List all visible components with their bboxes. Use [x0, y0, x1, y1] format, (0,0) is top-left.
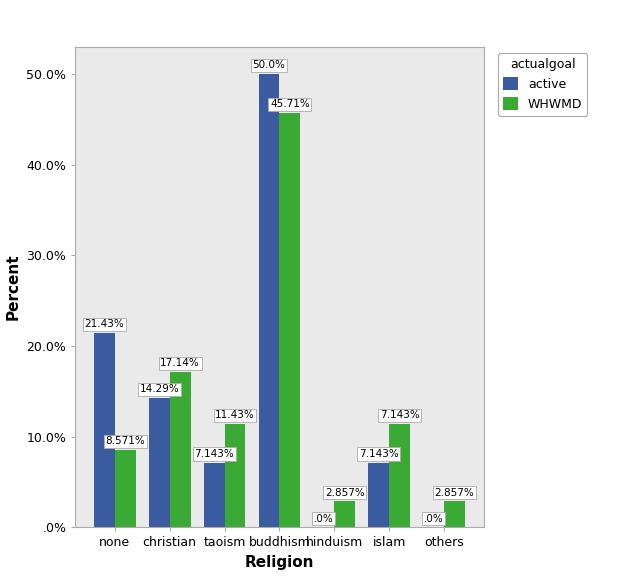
Text: .0%: .0% — [424, 514, 443, 524]
Bar — [334, 502, 355, 527]
Bar — [369, 462, 389, 527]
Text: 17.14%: 17.14% — [160, 359, 200, 369]
Text: 45.71%: 45.71% — [270, 100, 310, 110]
Bar — [203, 462, 225, 527]
Text: 21.43%: 21.43% — [85, 319, 124, 329]
Legend: active, WHWMD: active, WHWMD — [498, 53, 587, 116]
Bar — [279, 113, 300, 527]
Bar — [389, 424, 410, 527]
Text: 11.43%: 11.43% — [215, 410, 255, 420]
Text: 7.143%: 7.143% — [359, 449, 399, 459]
Text: 2.857%: 2.857% — [435, 488, 474, 498]
Text: .0%: .0% — [314, 514, 334, 524]
Bar — [444, 502, 465, 527]
Bar — [225, 424, 246, 527]
X-axis label: Religion: Religion — [245, 555, 314, 570]
Bar — [94, 333, 115, 527]
Y-axis label: Percent: Percent — [6, 254, 21, 321]
Bar — [259, 74, 279, 527]
Text: 8.571%: 8.571% — [106, 436, 145, 446]
Text: 2.857%: 2.857% — [325, 488, 365, 498]
Text: 7.143%: 7.143% — [380, 410, 420, 420]
Bar — [115, 449, 136, 527]
Text: 7.143%: 7.143% — [194, 449, 234, 459]
Bar — [170, 372, 190, 527]
Text: 14.29%: 14.29% — [139, 384, 179, 394]
Bar — [149, 398, 170, 527]
Text: 50.0%: 50.0% — [252, 60, 286, 70]
